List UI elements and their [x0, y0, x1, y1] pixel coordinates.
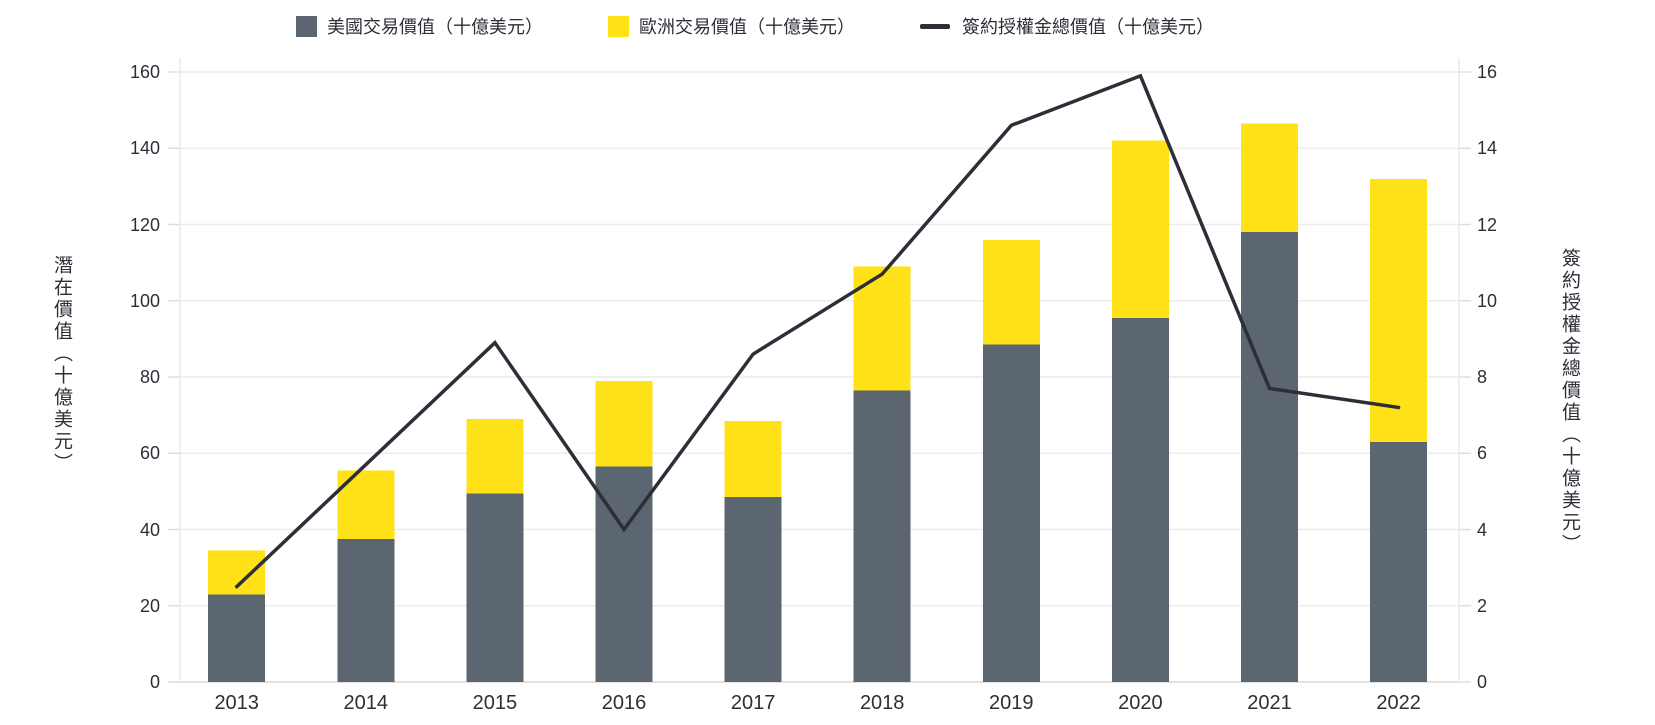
bar-europe-2016 — [595, 380, 653, 467]
x-axis-label-2019: 2019 — [989, 692, 1034, 714]
x-axis-label-2016: 2016 — [601, 692, 647, 714]
bar-us-2019 — [982, 344, 1040, 682]
x-axis-label-2022: 2022 — [1376, 692, 1421, 714]
x-axis-label-2021: 2021 — [1247, 692, 1292, 714]
bar-us-2014 — [337, 539, 395, 682]
bar-europe-2017 — [724, 420, 782, 498]
bar-us-2020 — [1111, 317, 1169, 682]
x-axis-label-2015: 2015 — [472, 692, 518, 714]
x-axis-label-2013: 2013 — [214, 692, 259, 714]
right-axis-tick-label: 10 — [1477, 290, 1498, 311]
right-axis-tick-label: 2 — [1477, 595, 1488, 616]
legend-item-europe: 歐洲交易價值（十億美元） — [608, 13, 855, 39]
right-axis-tick-label: 12 — [1477, 214, 1498, 235]
bar-us-2018 — [853, 390, 911, 682]
legend-label-us: 美國交易價值（十億美元） — [327, 17, 543, 37]
x-axis-label-2017: 2017 — [730, 692, 776, 714]
bar-us-2022 — [1370, 441, 1428, 682]
right-axis-tick-label: 16 — [1477, 62, 1498, 82]
bar-europe-2021 — [1241, 123, 1298, 233]
line-swatch-icon — [920, 23, 950, 29]
legend: 美國交易價值（十億美元） 歐洲交易價值（十億美元） 簽約授權金總價值（十億美元） — [0, 0, 1655, 48]
left-axis-tick-label: 0 — [149, 672, 160, 692]
bar-us-2017 — [724, 497, 782, 682]
right-axis-tick-label: 4 — [1477, 519, 1488, 540]
legend-label-europe: 歐洲交易價值（十億美元） — [639, 17, 855, 37]
us-bar-swatch-icon — [296, 15, 317, 37]
x-axis-label-2018: 2018 — [859, 692, 905, 714]
legend-label-total-upfront: 簽約授權金總價值（十億美元） — [962, 17, 1214, 37]
europe-bar-swatch-icon — [608, 15, 629, 37]
left-axis-tick-label: 40 — [139, 519, 160, 540]
bar-us-2015 — [466, 493, 524, 682]
left-axis-tick-label: 100 — [129, 290, 160, 311]
total-upfront-line — [234, 73, 1401, 589]
right-axis-tick-label: 6 — [1477, 443, 1488, 464]
left-axis-title: 潛在價值（十億美元） — [51, 255, 72, 475]
bar-us-2021 — [1241, 232, 1298, 682]
bar-us-2013 — [208, 594, 266, 682]
x-axis-label-2020: 2020 — [1118, 692, 1163, 714]
legend-item-us: 美國交易價值（十億美元） — [296, 13, 543, 39]
left-axis-tick-label: 20 — [139, 595, 160, 616]
left-axis-tick-label: 80 — [139, 367, 160, 387]
right-axis-tick-label: 0 — [1477, 672, 1488, 692]
bar-europe-2020 — [1111, 140, 1169, 318]
left-axis-tick-label: 140 — [129, 138, 160, 159]
x-axis-label-2014: 2014 — [343, 692, 389, 714]
legend-item-total-upfront: 簽約授權金總價值（十億美元） — [920, 13, 1214, 39]
left-axis-tick-label: 160 — [129, 62, 160, 82]
bar-europe-2015 — [466, 418, 524, 494]
bar-europe-2022 — [1370, 178, 1428, 442]
bar-europe-2014 — [337, 470, 395, 540]
left-axis-tick-label: 60 — [139, 443, 160, 464]
right-axis-tick-label: 14 — [1477, 138, 1498, 159]
bar-europe-2019 — [982, 239, 1040, 345]
left-axis-tick-label: 120 — [129, 214, 160, 235]
right-axis-tick-label: 8 — [1477, 367, 1488, 387]
right-axis-title: 簽約授權金總價值（十億美元） — [1559, 248, 1580, 556]
